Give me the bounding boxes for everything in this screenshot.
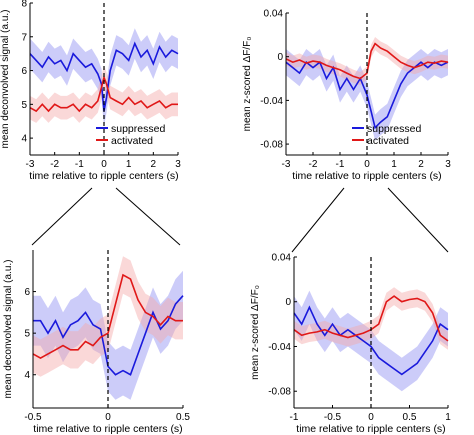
x-tick-label: 0 [364,159,370,170]
x-tick-label: 0.5 [403,412,417,423]
y-tick-label: 5 [24,329,30,340]
x-tick-label: 1 [391,159,397,170]
zoom-connector-b-right [387,187,449,253]
x-tick-label: -3 [282,159,291,170]
x-tick-label: -1 [336,159,345,170]
y-tick-label: 0 [285,297,291,308]
chart-panel-d: -1 -0.5 0 0.5 1 -0.08 -0.04 0 0.04 time relative … [250,253,451,435]
series-band-suppressed [30,28,178,127]
x-axis-label: time relative to ripple centers (s) [296,423,445,435]
x-axis-label: time relative to ripple centers (s) [29,170,178,182]
x-tick-label: -3 [26,159,35,170]
y-tick-label: 7 [21,32,27,43]
y-tick-label: -0.04 [268,342,291,353]
x-tick-label: -0.5 [24,412,42,423]
legend-label-activated: activated [367,135,409,147]
x-tick-label: -2 [50,159,59,170]
y-tick-label: -0.04 [260,96,283,107]
series-line-suppressed [285,60,449,130]
y-axis-label: mean z-scored ΔF/F₀ [250,285,261,380]
series-band-activated [30,65,178,123]
series-line-activated [285,42,449,80]
x-tick-label: 1 [126,159,132,170]
y-tick-label: 0 [277,52,283,63]
y-tick-label: -0.08 [268,387,291,398]
series-line-suppressed [33,295,184,376]
y-tick-label: 6 [21,66,27,77]
series-band-suppressed [33,270,183,400]
y-tick-label: -0.08 [260,140,283,151]
y-tick-label: 6 [24,287,30,298]
chart-panel-b: -3 -2 -1 0 1 2 3 -0.08 -0.04 0 0.04 time relative t… [242,9,451,183]
x-tick-label: 2 [418,159,424,170]
legend-label-suppressed: suppressed [367,123,421,135]
series-band-activated [286,37,448,86]
x-tick-label: 0.5 [176,412,190,423]
legend-label-activated: activated [111,135,153,147]
series-line-activated [29,74,178,113]
x-tick-label: -1 [290,412,299,423]
x-tick-label: 2 [151,159,157,170]
y-axis-label: mean z-scored ΔF/F₀ [242,37,253,132]
x-tick-label: 0 [105,412,111,423]
x-axis-label: time relative to ripple centers (s) [33,423,182,435]
x-tick-label: 0 [101,159,107,170]
x-tick-label: 3 [175,159,181,170]
x-tick-label: 1 [445,412,451,423]
x-axis-label: time relative to ripple centers (s) [292,170,441,182]
x-tick-label: -2 [309,159,318,170]
x-tick-label: 3 [445,159,451,170]
chart-panel-c: -0.5 0 0.5 4 5 6 time relative to ripple cente… [3,250,190,435]
series-band-suppressed [294,290,448,392]
y-axis-label: mean deconvolved signal (a.u.) [0,10,11,149]
series-line-activated [32,273,183,360]
x-tick-label: 0 [368,412,374,423]
zoom-connector-b-left [291,187,345,253]
zoom-connector-a-right [115,187,181,246]
y-tick-label: 0.04 [272,253,292,264]
x-tick-label: -0.5 [324,412,342,423]
chart-panel-a: -3 -2 -1 0 1 2 3 4 5 6 7 8 time relative to ripple c… [0,0,181,182]
y-tick-label: 0.04 [264,9,284,20]
y-tick-label: 5 [21,100,27,111]
y-tick-label: 4 [21,134,27,145]
zoom-connector-a-left [31,187,93,246]
x-tick-label: -1 [75,159,84,170]
y-tick-label: 4 [24,370,30,381]
series-band-activated [294,287,448,350]
series-line-suppressed [293,305,449,376]
legend-label-suppressed: suppressed [111,123,165,135]
y-tick-label: 8 [21,0,27,10]
y-axis-label: mean deconvolved signal (a.u.) [3,260,14,399]
